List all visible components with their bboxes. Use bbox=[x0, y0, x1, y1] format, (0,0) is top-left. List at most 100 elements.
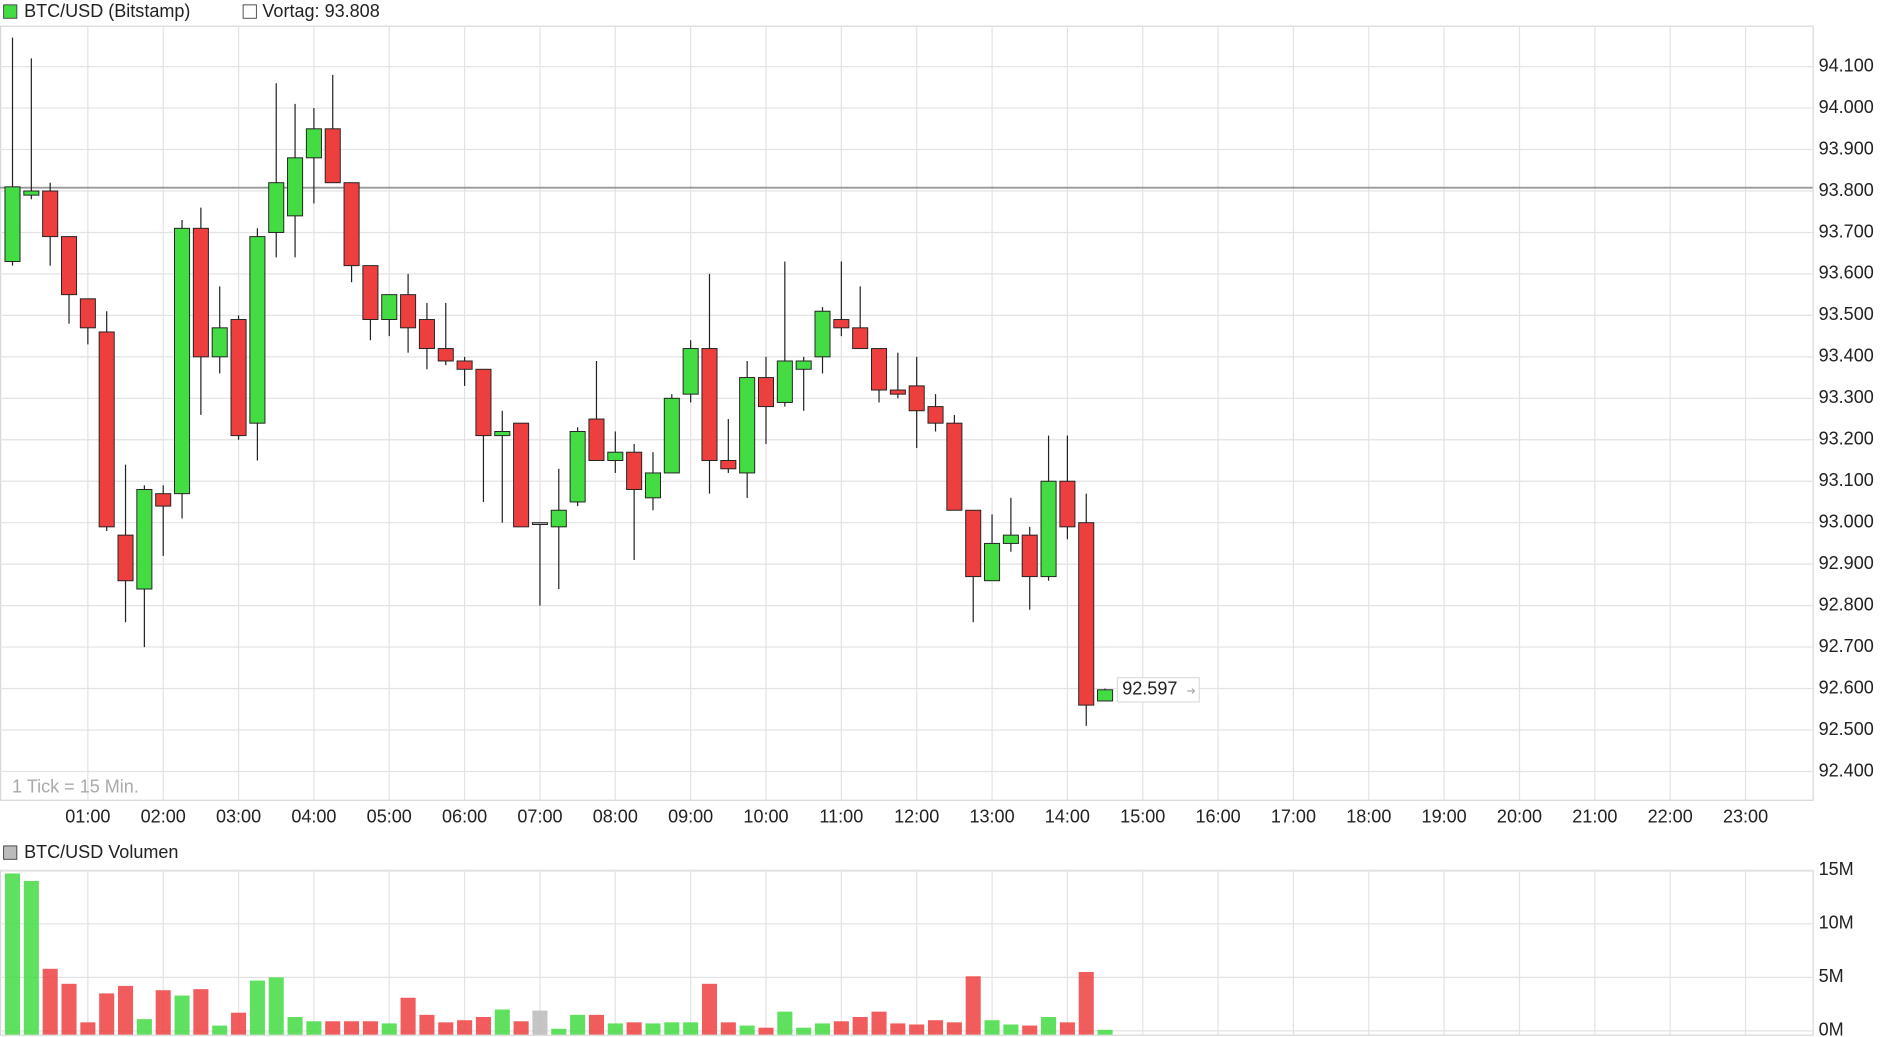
volume-bar bbox=[344, 1021, 360, 1035]
candle-body bbox=[776, 360, 793, 403]
candle-body bbox=[607, 451, 624, 461]
candle-body bbox=[418, 319, 435, 350]
legend-swatch bbox=[3, 4, 18, 19]
volume-bar bbox=[1059, 1022, 1075, 1035]
x-tick-label: 14:00 bbox=[1045, 807, 1090, 827]
prev-close-value: 93.808 bbox=[325, 1, 380, 21]
legend-swatch bbox=[3, 845, 18, 860]
volume-tick-label: 5M bbox=[1819, 966, 1844, 986]
volume-bar bbox=[400, 997, 416, 1035]
candle-body bbox=[475, 368, 492, 437]
marks bbox=[0, 37, 1813, 1035]
candle-body bbox=[946, 422, 963, 511]
candle-body bbox=[1021, 534, 1038, 578]
volume-bar bbox=[193, 989, 209, 1035]
volume-bar bbox=[1003, 1024, 1019, 1035]
volume-bar bbox=[739, 1025, 755, 1035]
volume-bar bbox=[438, 1022, 454, 1035]
volume-bar bbox=[645, 1023, 661, 1035]
x-tick-label: 23:00 bbox=[1723, 807, 1768, 827]
volume-bar bbox=[720, 1022, 736, 1035]
volume-bar bbox=[607, 1023, 623, 1035]
candle-body bbox=[249, 236, 266, 424]
candle-body bbox=[211, 327, 228, 358]
candle-body bbox=[230, 319, 247, 437]
volume-bar bbox=[588, 1014, 604, 1035]
y-tick-label: 93.100 bbox=[1819, 470, 1874, 490]
candle-body bbox=[795, 360, 812, 370]
volume-bar bbox=[212, 1025, 228, 1035]
volume-bar bbox=[381, 1023, 397, 1035]
legend-swatch bbox=[242, 4, 257, 19]
candle-body bbox=[644, 472, 661, 499]
x-tick-label: 20:00 bbox=[1497, 807, 1542, 827]
prev-close-legend: Vortag: 93.808 bbox=[262, 1, 379, 21]
candle-body bbox=[739, 377, 756, 474]
volume-bar bbox=[249, 980, 265, 1035]
volume-bar bbox=[61, 983, 77, 1035]
y-tick-label: 92.600 bbox=[1819, 677, 1874, 697]
candle-body bbox=[513, 422, 530, 528]
volume-bar bbox=[796, 1027, 812, 1035]
candle-body bbox=[852, 327, 869, 350]
candle-body bbox=[550, 509, 567, 528]
y-tick-label: 92.700 bbox=[1819, 636, 1874, 656]
x-tick-label: 18:00 bbox=[1346, 807, 1391, 827]
y-tick-label: 93.600 bbox=[1819, 263, 1874, 283]
x-tick-label: 21:00 bbox=[1572, 807, 1617, 827]
candle-body bbox=[814, 310, 831, 358]
candle-body bbox=[456, 360, 473, 370]
y-tick-label: 94.000 bbox=[1819, 97, 1874, 117]
volume-bar bbox=[1097, 1029, 1113, 1035]
x-tick-label: 11:00 bbox=[819, 807, 863, 827]
candle-body bbox=[1002, 534, 1019, 544]
tick-note: 1 Tick = 15 Min. bbox=[12, 776, 139, 796]
y-tick-label: 93.200 bbox=[1819, 429, 1874, 449]
y-tick-label: 93.700 bbox=[1819, 221, 1874, 241]
candle-body bbox=[287, 157, 304, 217]
volume-bar bbox=[117, 985, 134, 1035]
volume-bar bbox=[928, 1020, 944, 1035]
y-tick-label: 93.400 bbox=[1819, 346, 1874, 366]
volume-bar bbox=[268, 977, 284, 1035]
volume-bar bbox=[42, 968, 58, 1035]
volume-bar bbox=[494, 1009, 510, 1035]
x-tick-label: 13:00 bbox=[969, 807, 1014, 827]
candle-body bbox=[889, 389, 906, 395]
volume-bar bbox=[457, 1020, 473, 1035]
candle-body bbox=[1059, 480, 1076, 528]
candle-body bbox=[588, 418, 605, 461]
volume-bar bbox=[99, 993, 115, 1035]
candle-body bbox=[682, 348, 699, 395]
candle-body bbox=[23, 190, 40, 196]
last-price-arrow bbox=[1187, 688, 1196, 694]
volume-bar bbox=[777, 1011, 793, 1035]
candle-body bbox=[343, 182, 360, 267]
x-tick-label: 06:00 bbox=[442, 807, 487, 827]
volume-bar bbox=[683, 1022, 699, 1035]
candle-body bbox=[98, 331, 115, 528]
candle-body bbox=[1097, 689, 1114, 702]
x-tick-label: 22:00 bbox=[1648, 807, 1693, 827]
y-tick-label: 92.800 bbox=[1819, 594, 1874, 614]
candle-body bbox=[757, 377, 775, 408]
candle-body bbox=[192, 227, 209, 358]
volume-bar bbox=[664, 1022, 680, 1035]
prev-close-label: Vortag: bbox=[262, 1, 319, 21]
volume-bar bbox=[1078, 972, 1094, 1035]
volume-bar bbox=[231, 1012, 247, 1035]
volume-bar bbox=[965, 976, 981, 1035]
volume-bar bbox=[946, 1022, 962, 1035]
volume-bar bbox=[4, 873, 21, 1035]
candle-body bbox=[833, 319, 850, 329]
volume-bar bbox=[758, 1027, 774, 1035]
candle-body bbox=[61, 236, 78, 296]
candle-body bbox=[494, 430, 511, 437]
price-panel bbox=[0, 25, 1814, 801]
volume-tick-label: 10M bbox=[1819, 913, 1854, 933]
candle-body bbox=[362, 265, 379, 321]
volume-bar bbox=[513, 1021, 529, 1035]
y-tick-label: 92.500 bbox=[1819, 719, 1874, 739]
